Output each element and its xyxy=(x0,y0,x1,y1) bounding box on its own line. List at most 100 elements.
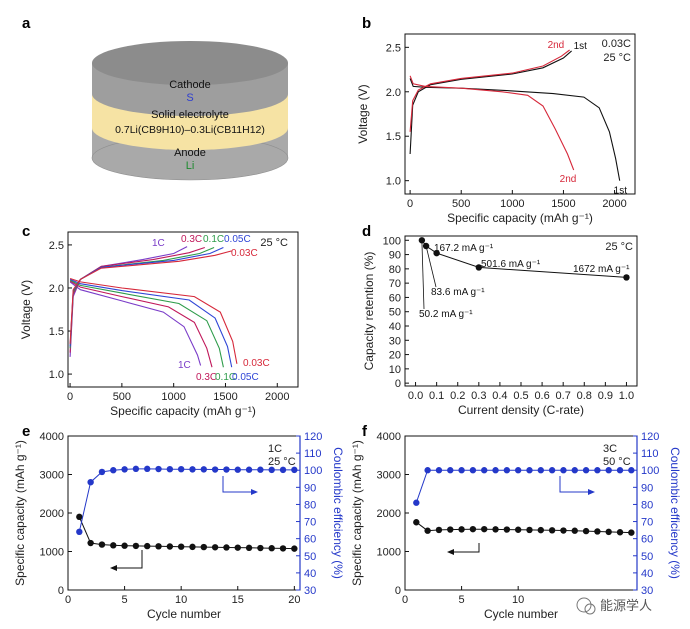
panel-letter-c: c xyxy=(22,223,30,240)
watermark: 能源学人 xyxy=(576,597,652,615)
x-tick-label: 0.9 xyxy=(598,390,613,402)
x-tick-label: 10 xyxy=(512,594,524,606)
y-axis-label: Capacity retention (%) xyxy=(362,252,376,371)
x-axis-label: Current density (C-rate) xyxy=(458,403,584,417)
y2-axis-label: Coulombic efficiency (%) xyxy=(331,447,345,579)
x-tick-label: 1000 xyxy=(500,198,524,210)
capacity-point xyxy=(481,525,488,533)
efficiency-point xyxy=(605,467,612,474)
y-tick-label: 4000 xyxy=(377,431,401,443)
y2-tick-label: 40 xyxy=(641,568,653,580)
point-annotation: 167.2 mA g⁻¹ xyxy=(434,243,494,254)
capacity-point xyxy=(245,544,253,552)
capacity-point xyxy=(503,526,511,533)
x-tick-label: 15 xyxy=(232,594,244,606)
panel-letter-b: b xyxy=(362,15,371,32)
x-tick-label: 0.3 xyxy=(471,390,486,402)
capacity-point xyxy=(166,543,174,550)
x-tick-label: 0.7 xyxy=(556,390,571,402)
x-axis-label: Cycle number xyxy=(147,607,221,621)
capacity-point xyxy=(413,519,420,526)
efficiency-point xyxy=(132,465,140,473)
condition-label: 25 °C xyxy=(603,52,631,64)
x-tick-label: 0.4 xyxy=(492,390,507,402)
x-tick-label: 1000 xyxy=(161,391,185,403)
x-tick-label: 0.8 xyxy=(577,390,592,402)
series-line-0.03C-charge xyxy=(69,250,232,344)
curve-label-1st-charge: 1st xyxy=(574,41,588,52)
y2-tick-label: 110 xyxy=(304,448,322,460)
y-tick-label: 2.5 xyxy=(386,42,401,54)
efficiency-point xyxy=(98,468,106,476)
capacity-point xyxy=(435,526,443,534)
capacity-point xyxy=(98,541,106,548)
capacity-point xyxy=(594,528,601,535)
x-tick-label: 20 xyxy=(288,594,300,606)
panel-letter-e: e xyxy=(22,423,30,440)
capacity-point xyxy=(268,545,275,552)
capacity-point xyxy=(291,545,298,552)
efficiency-line xyxy=(415,469,632,503)
x-axis-label: Specific capacity (mAh g⁻¹) xyxy=(447,211,593,225)
x-tick-label: 0.1 xyxy=(429,390,444,402)
y-tick-label: 1000 xyxy=(40,547,64,559)
efficiency-axis-arrow xyxy=(222,476,252,493)
y-axis-label: Voltage (V) xyxy=(356,84,370,143)
capacity-point xyxy=(548,527,556,534)
x-tick-label: 0.0 xyxy=(408,390,423,402)
capacity-point xyxy=(571,527,578,534)
series-line-2nd-discharge xyxy=(409,75,575,171)
capacity-point xyxy=(514,526,522,533)
y-tick-label: 0 xyxy=(58,585,64,597)
curve-label-0.05C-charge: 0.05C xyxy=(224,234,251,245)
x-axis-label: Specific capacity (mAh g⁻¹) xyxy=(110,404,256,418)
capacity-point xyxy=(458,526,465,533)
x-tick-label: 10 xyxy=(175,594,187,606)
y-axis-label: Specific capacity (mAh g⁻¹) xyxy=(350,440,364,586)
condition-label: 1C xyxy=(268,443,282,455)
y-tick-label: 3000 xyxy=(377,470,401,482)
efficiency-point xyxy=(560,467,567,474)
efficiency-arrow-head xyxy=(251,489,258,495)
y2-tick-label: 30 xyxy=(641,585,653,597)
x-axis-label: Cycle number xyxy=(484,607,558,621)
y-tick-label: 0 xyxy=(395,378,401,390)
x-tick-label: 2000 xyxy=(265,391,289,403)
y-tick-label: 70 xyxy=(389,278,401,290)
curve-label-2nd-discharge: 2nd xyxy=(560,174,577,185)
series-line-0.03C-discharge xyxy=(69,277,238,364)
capacity-point xyxy=(87,539,94,547)
series-line-0.3C-discharge xyxy=(69,280,213,368)
y2-tick-label: 90 xyxy=(641,482,653,494)
efficiency-point xyxy=(594,467,601,474)
y-tick-label: 1.5 xyxy=(386,131,401,143)
efficiency-point xyxy=(87,479,94,486)
y2-tick-label: 100 xyxy=(304,465,322,477)
y-tick-label: 1000 xyxy=(377,547,401,559)
efficiency-point xyxy=(110,467,117,474)
point-annotation: 1672 mA g⁻¹ xyxy=(573,264,630,275)
point-annotation: 501.6 mA g⁻¹ xyxy=(481,259,541,270)
y2-tick-label: 40 xyxy=(304,568,316,580)
y-tick-label: 1.0 xyxy=(386,176,401,188)
efficiency-point xyxy=(155,465,162,473)
y-axis-label: Specific capacity (mAh g⁻¹) xyxy=(13,440,27,586)
data-point xyxy=(422,242,430,250)
capacity-point xyxy=(234,544,241,551)
y-tick-label: 2.0 xyxy=(386,87,401,99)
y-tick-label: 4000 xyxy=(40,431,64,443)
capacity-arrow-head xyxy=(447,549,454,555)
efficiency-point xyxy=(223,466,230,473)
anode-material: Li xyxy=(186,160,195,172)
efficiency-point xyxy=(514,467,522,474)
panel-c: c 0 500 1000 1500 2000 1.0 1.5 2.0 2.5 Specific ca… xyxy=(19,223,299,418)
condition-label: 25 °C xyxy=(605,241,633,253)
efficiency-point xyxy=(268,466,275,474)
plot-frame xyxy=(67,231,299,388)
capacity-point xyxy=(492,526,499,533)
efficiency-point xyxy=(166,465,174,473)
efficiency-point xyxy=(234,466,241,473)
efficiency-point xyxy=(177,465,185,473)
